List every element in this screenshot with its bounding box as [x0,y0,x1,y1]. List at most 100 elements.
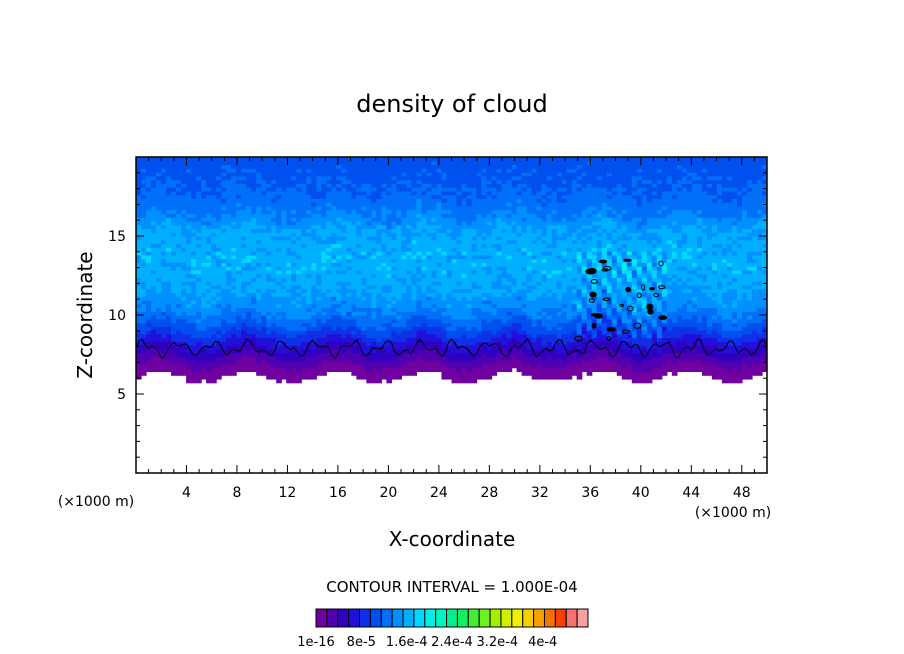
field-cell [556,190,563,196]
field-cell [286,348,292,354]
field-cell [166,299,172,305]
field-cell [281,179,287,184]
field-cell [241,168,247,173]
field-cell [426,194,433,199]
field-cell [256,311,262,316]
field-cell [531,198,538,203]
field-cell [166,269,172,275]
field-cell [436,352,443,357]
field-cell [156,307,162,312]
field-cell [496,209,503,215]
field-cell [166,190,172,196]
field-cell [151,337,157,342]
field-cell [231,333,237,339]
field-cell [321,269,327,275]
field-cell [316,228,322,233]
field-cell [481,168,488,173]
field-cell [311,296,317,301]
field-cell [351,209,357,215]
field-cell [456,232,463,237]
field-cell [256,179,262,184]
field-cell [516,220,523,226]
field-cell [261,179,267,184]
field-cell [496,258,503,263]
field-cell [246,243,252,248]
field-cell [551,345,558,350]
field-cell [361,375,367,380]
field-cell [291,311,297,316]
field-cell [406,198,413,203]
field-cell [481,202,488,207]
field-cell [261,337,267,342]
field-cell [551,228,558,233]
field-cell [226,157,232,162]
field-cell [481,194,488,199]
field-cell [256,254,262,260]
field-cell [286,371,292,376]
field-cell [336,202,342,207]
field-cell [261,341,267,346]
field-cell [546,220,553,226]
field-cell [206,303,212,309]
field-cell [241,360,247,365]
field-cell [226,209,232,215]
field-cell [441,296,448,301]
field-cell [471,179,478,184]
field-cell [476,371,483,376]
field-cell [191,168,197,173]
field-cell [431,164,438,169]
field-cell [461,269,468,275]
field-cell [431,333,438,339]
field-cell [221,333,227,339]
field-cell [441,198,448,203]
field-cell [191,269,197,275]
field-cell [556,262,563,267]
field-cell [416,205,423,211]
field-cell [206,262,212,267]
field-cell [451,217,458,222]
field-cell [486,330,493,335]
field-cell [206,318,212,324]
field-cell [476,236,483,241]
field-cell [221,277,227,282]
field-cell [486,292,493,297]
field-cell [521,269,528,275]
field-cell [506,299,513,305]
field-cell [386,315,393,320]
field-cell [411,363,418,369]
field-cell [271,183,277,188]
field-cell [456,277,463,282]
field-cell [171,228,177,233]
field-cell [311,168,317,173]
field-cell [261,228,267,233]
field-cell [531,326,538,331]
field-cell [231,315,237,320]
field-cell [201,258,207,263]
field-cell [266,375,272,380]
field-cell [221,262,227,267]
field-cell [166,303,172,309]
field-cell [296,348,302,354]
field-cell [481,198,488,203]
field-cell [221,220,227,226]
field-cell [411,179,418,184]
field-cell [141,160,147,166]
field-cell [191,157,197,162]
field-cell [391,190,398,196]
field-cell [441,251,448,256]
field-cell [511,326,518,331]
field-cell [466,172,473,177]
field-cell [546,375,553,380]
field-cell [406,175,413,181]
field-cell [211,333,217,339]
field-cell [246,160,252,166]
field-cell [346,190,352,196]
field-cell [181,303,187,309]
field-cell [276,273,282,278]
field-cell [426,360,433,365]
field-cell [496,348,503,354]
field-cell [456,281,463,286]
field-cell [171,318,177,324]
field-cell [306,194,312,199]
field-cell [146,168,152,173]
